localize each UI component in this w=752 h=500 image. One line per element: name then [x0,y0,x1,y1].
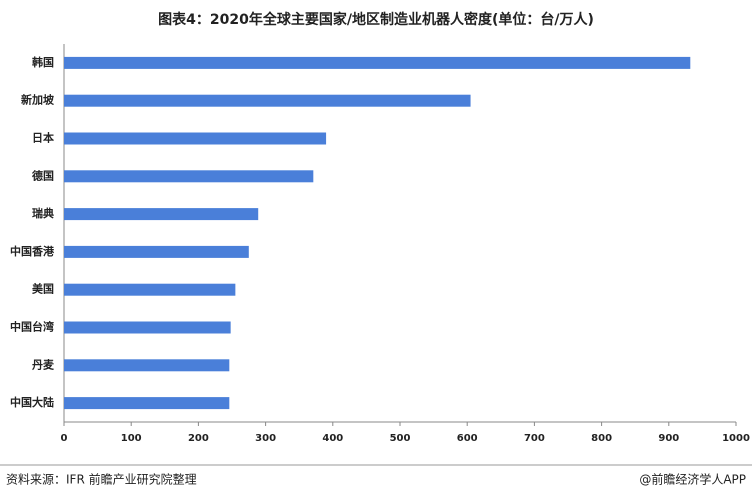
chart-title: 图表4：2020年全球主要国家/地区制造业机器人密度(单位：台/万人) [158,11,594,28]
bar [64,56,691,69]
y-tick-label: 中国大陆 [10,395,54,409]
y-tick-label: 中国香港 [10,244,55,258]
x-tick-label: 400 [322,433,343,444]
y-tick-label: 中国台湾 [10,320,54,334]
y-tick-label: 韩国 [32,55,54,69]
y-tick-label: 丹麦 [32,357,55,371]
x-tick-label: 900 [658,433,679,444]
x-tick-label: 300 [255,433,276,444]
y-tick-label: 新加坡 [21,93,55,107]
bar [64,132,327,145]
y-tick-label: 日本 [32,131,54,145]
y-tick-label: 德国 [31,168,54,182]
x-tick-label: 700 [524,433,545,444]
x-tick-label: 500 [390,433,411,444]
bar [64,397,230,410]
bar [64,170,314,183]
x-tick-label: 600 [457,433,478,444]
bar [64,94,471,107]
bar [64,245,249,258]
x-tick-label: 0 [61,433,68,444]
bar [64,359,230,372]
x-tick-label: 200 [188,433,209,444]
source: 资料来源：IFR 前瞻产业研究院整理 [6,472,197,487]
x-tick-label: 800 [591,433,612,444]
y-tick-label: 瑞典 [32,206,54,220]
x-tick-label: 1000 [722,433,750,444]
credit: @前瞻经济学人APP [639,472,746,487]
x-tick-label: 100 [121,433,142,444]
bar [64,283,236,296]
bar [64,321,231,334]
y-tick-label: 美国 [32,282,54,296]
bar [64,208,259,221]
